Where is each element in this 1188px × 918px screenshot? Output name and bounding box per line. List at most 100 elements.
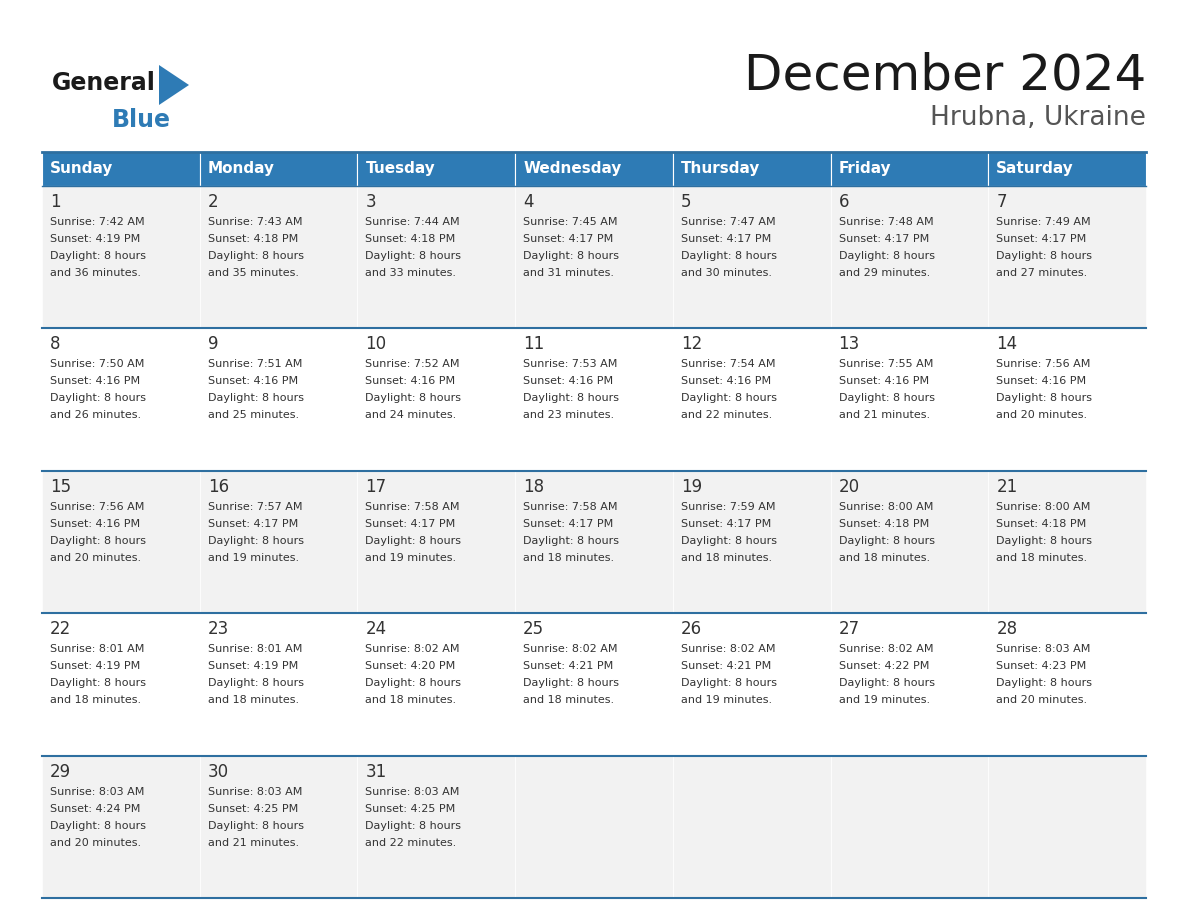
Text: Sunset: 4:18 PM: Sunset: 4:18 PM — [366, 234, 456, 244]
Text: 17: 17 — [366, 477, 386, 496]
Text: 11: 11 — [523, 335, 544, 353]
Bar — [42, 152, 200, 186]
Text: 18: 18 — [523, 477, 544, 496]
Text: 12: 12 — [681, 335, 702, 353]
Text: Sunrise: 7:53 AM: Sunrise: 7:53 AM — [523, 360, 618, 369]
Text: Sunrise: 8:01 AM: Sunrise: 8:01 AM — [50, 644, 145, 655]
Bar — [516, 471, 672, 613]
Bar — [672, 613, 830, 756]
Text: Daylight: 8 hours: Daylight: 8 hours — [208, 394, 304, 403]
Text: and 36 minutes.: and 36 minutes. — [50, 268, 141, 278]
Text: Daylight: 8 hours: Daylight: 8 hours — [681, 678, 777, 688]
Text: Sunrise: 8:02 AM: Sunrise: 8:02 AM — [839, 644, 933, 655]
Text: and 27 minutes.: and 27 minutes. — [997, 268, 1087, 278]
Text: and 21 minutes.: and 21 minutes. — [208, 837, 299, 847]
Text: Daylight: 8 hours: Daylight: 8 hours — [839, 251, 935, 261]
Text: and 20 minutes.: and 20 minutes. — [997, 410, 1087, 420]
Text: 15: 15 — [50, 477, 71, 496]
Text: and 18 minutes.: and 18 minutes. — [523, 553, 614, 563]
Text: 3: 3 — [366, 193, 377, 211]
Bar — [42, 471, 200, 613]
Bar — [672, 186, 830, 329]
Text: Sunset: 4:25 PM: Sunset: 4:25 PM — [366, 803, 456, 813]
Bar — [516, 186, 672, 329]
Text: and 18 minutes.: and 18 minutes. — [839, 553, 930, 563]
Bar — [358, 152, 516, 186]
Text: 20: 20 — [839, 477, 860, 496]
Text: and 30 minutes.: and 30 minutes. — [681, 268, 772, 278]
Bar — [988, 613, 1146, 756]
Text: Daylight: 8 hours: Daylight: 8 hours — [208, 536, 304, 546]
Bar — [988, 186, 1146, 329]
Text: and 18 minutes.: and 18 minutes. — [681, 553, 772, 563]
Text: Sunset: 4:17 PM: Sunset: 4:17 PM — [523, 519, 613, 529]
Text: and 22 minutes.: and 22 minutes. — [681, 410, 772, 420]
Bar — [988, 756, 1146, 898]
Bar — [358, 471, 516, 613]
Text: Sunset: 4:19 PM: Sunset: 4:19 PM — [208, 661, 298, 671]
Text: Sunset: 4:25 PM: Sunset: 4:25 PM — [208, 803, 298, 813]
Text: December 2024: December 2024 — [744, 52, 1146, 100]
Text: and 19 minutes.: and 19 minutes. — [681, 695, 772, 705]
Text: 29: 29 — [50, 763, 71, 780]
Text: Daylight: 8 hours: Daylight: 8 hours — [523, 394, 619, 403]
Bar — [200, 152, 358, 186]
Text: Sunset: 4:22 PM: Sunset: 4:22 PM — [839, 661, 929, 671]
Text: Sunrise: 7:58 AM: Sunrise: 7:58 AM — [366, 502, 460, 512]
Text: 28: 28 — [997, 621, 1017, 638]
Text: Thursday: Thursday — [681, 162, 760, 176]
Text: 2: 2 — [208, 193, 219, 211]
Text: and 18 minutes.: and 18 minutes. — [366, 695, 456, 705]
Text: Sunset: 4:17 PM: Sunset: 4:17 PM — [681, 519, 771, 529]
Text: Daylight: 8 hours: Daylight: 8 hours — [50, 821, 146, 831]
Text: Sunrise: 8:03 AM: Sunrise: 8:03 AM — [208, 787, 302, 797]
Text: Sunrise: 7:56 AM: Sunrise: 7:56 AM — [50, 502, 145, 512]
Text: and 19 minutes.: and 19 minutes. — [839, 695, 930, 705]
Text: Sunset: 4:18 PM: Sunset: 4:18 PM — [839, 519, 929, 529]
Text: Sunset: 4:18 PM: Sunset: 4:18 PM — [208, 234, 298, 244]
Text: Sunrise: 8:02 AM: Sunrise: 8:02 AM — [366, 644, 460, 655]
Bar — [672, 471, 830, 613]
Text: 1: 1 — [50, 193, 61, 211]
Text: Sunset: 4:17 PM: Sunset: 4:17 PM — [366, 519, 456, 529]
Bar — [830, 471, 988, 613]
Text: Daylight: 8 hours: Daylight: 8 hours — [997, 678, 1092, 688]
Text: Monday: Monday — [208, 162, 274, 176]
Text: Sunrise: 8:03 AM: Sunrise: 8:03 AM — [50, 787, 145, 797]
Bar — [516, 152, 672, 186]
Text: Blue: Blue — [112, 108, 171, 132]
Bar — [200, 471, 358, 613]
Text: Daylight: 8 hours: Daylight: 8 hours — [366, 678, 461, 688]
Text: 10: 10 — [366, 335, 386, 353]
Text: Sunset: 4:16 PM: Sunset: 4:16 PM — [681, 376, 771, 386]
Bar — [358, 756, 516, 898]
Text: Friday: Friday — [839, 162, 891, 176]
Text: Daylight: 8 hours: Daylight: 8 hours — [50, 536, 146, 546]
Text: and 26 minutes.: and 26 minutes. — [50, 410, 141, 420]
Text: Daylight: 8 hours: Daylight: 8 hours — [523, 536, 619, 546]
Bar — [358, 186, 516, 329]
Text: Sunset: 4:16 PM: Sunset: 4:16 PM — [50, 519, 140, 529]
Text: Daylight: 8 hours: Daylight: 8 hours — [681, 394, 777, 403]
Text: 13: 13 — [839, 335, 860, 353]
Text: and 21 minutes.: and 21 minutes. — [839, 410, 930, 420]
Text: Daylight: 8 hours: Daylight: 8 hours — [997, 536, 1092, 546]
Text: Daylight: 8 hours: Daylight: 8 hours — [366, 536, 461, 546]
Bar — [516, 756, 672, 898]
Text: and 18 minutes.: and 18 minutes. — [50, 695, 141, 705]
Text: Sunset: 4:16 PM: Sunset: 4:16 PM — [366, 376, 455, 386]
Text: Sunrise: 8:02 AM: Sunrise: 8:02 AM — [681, 644, 776, 655]
Text: 22: 22 — [50, 621, 71, 638]
Bar — [42, 186, 200, 329]
Text: Sunset: 4:17 PM: Sunset: 4:17 PM — [681, 234, 771, 244]
Text: Sunset: 4:19 PM: Sunset: 4:19 PM — [50, 234, 140, 244]
Text: and 20 minutes.: and 20 minutes. — [997, 695, 1087, 705]
Text: Sunset: 4:16 PM: Sunset: 4:16 PM — [50, 376, 140, 386]
Text: and 18 minutes.: and 18 minutes. — [523, 695, 614, 705]
Bar — [42, 613, 200, 756]
Text: and 22 minutes.: and 22 minutes. — [366, 837, 456, 847]
Text: Saturday: Saturday — [997, 162, 1074, 176]
Text: Daylight: 8 hours: Daylight: 8 hours — [681, 251, 777, 261]
Text: 21: 21 — [997, 477, 1018, 496]
Bar — [988, 152, 1146, 186]
